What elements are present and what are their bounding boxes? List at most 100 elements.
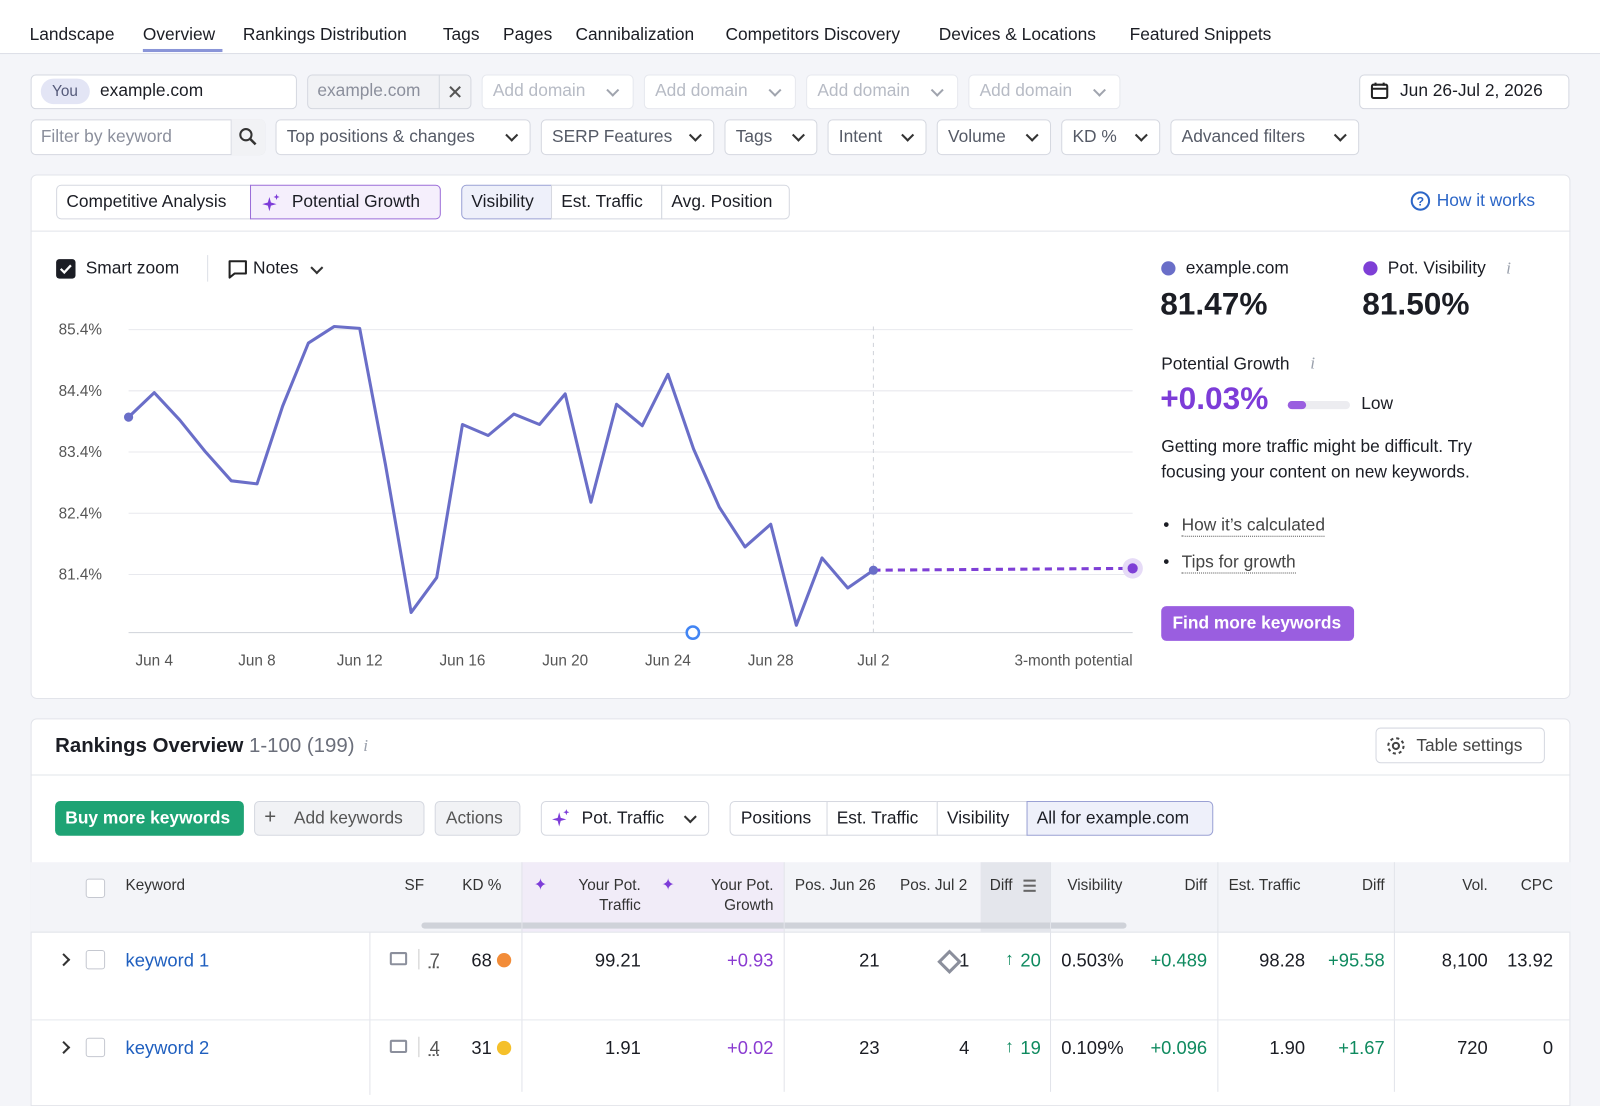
help-link[interactable]: Tips for growth xyxy=(1182,552,1296,573)
mode-tab-text: Potential Growth xyxy=(292,192,420,212)
table-cell: 20 xyxy=(1010,949,1041,971)
rankings-divider xyxy=(31,774,1571,775)
sorted-column-header xyxy=(981,862,1050,931)
how-it-works[interactable]: How it works xyxy=(1437,191,1535,211)
date-range: Jun 26-Jul 2, 2026 xyxy=(1400,81,1543,101)
filter-dropdown-text: KD % xyxy=(1072,127,1116,147)
add-domain-text: Add domain xyxy=(817,81,910,101)
search-icon xyxy=(239,128,257,146)
legend-dot xyxy=(1363,261,1377,275)
table-cell: +0.93 xyxy=(651,949,773,971)
keyword-link[interactable]: keyword 2 xyxy=(126,1037,210,1059)
bullet: • xyxy=(1163,552,1169,572)
remove-divider xyxy=(439,74,440,109)
metric-tab-text: Avg. Position xyxy=(671,192,772,212)
sparkle-icon xyxy=(262,194,280,212)
header-checkbox[interactable] xyxy=(86,879,105,898)
growth-description: Getting more traffic might be difficult.… xyxy=(1161,434,1518,485)
nav-tab[interactable]: Landscape xyxy=(30,24,115,44)
nav-underline xyxy=(143,49,223,52)
rankings-title: Rankings Overview xyxy=(55,735,243,757)
view-tab-text: Est. Traffic xyxy=(837,808,919,828)
mode-tab-text: Competitive Analysis xyxy=(66,192,226,212)
table-cell: 0 xyxy=(1431,1037,1553,1059)
add-domain-text: Add domain xyxy=(980,81,1073,101)
nav-tab[interactable]: Cannibalization xyxy=(576,24,695,44)
column-header[interactable]: Pos. Jul 2 xyxy=(900,876,967,896)
column-header[interactable]: Pos. Jun 26 xyxy=(795,876,876,896)
column-header[interactable]: Diff xyxy=(1085,876,1207,896)
domain: example.com xyxy=(100,81,203,101)
sparkle-icon: ✦ xyxy=(534,876,548,896)
metric-tab-text: Visibility xyxy=(471,192,533,212)
table-cell: 99.21 xyxy=(518,949,640,971)
sort-icon xyxy=(1023,880,1035,882)
table-settings-text: Table settings xyxy=(1416,736,1522,756)
notes-button[interactable]: Notes xyxy=(253,258,298,278)
remove-icon[interactable] xyxy=(448,85,462,99)
row-divider xyxy=(31,1019,1571,1020)
table-cell: 19 xyxy=(1010,1037,1041,1059)
actions-text: Actions xyxy=(446,808,503,828)
pot-traffic-text: Pot. Traffic xyxy=(582,808,665,828)
filter-dropdown-text: Advanced filters xyxy=(1182,127,1305,147)
column-header[interactable]: SF xyxy=(353,876,475,896)
legend-entry: Pot. Visibility xyxy=(1388,258,1486,278)
legend-dot xyxy=(1161,261,1175,275)
table-cell: 13.92 xyxy=(1431,949,1553,971)
table-cell: 68 xyxy=(369,949,491,971)
filter-dropdown-text: Tags xyxy=(736,127,773,147)
screen: You example.com example.com Jun 26-Jul 2… xyxy=(0,0,1600,1092)
filter-dropdown-text: Top positions & changes xyxy=(287,127,475,147)
table-cell: 4 xyxy=(847,1037,969,1059)
sparkle-icon xyxy=(552,809,570,827)
svg-text:?: ? xyxy=(1417,195,1424,209)
nav-tab[interactable]: Competitors Discovery xyxy=(726,24,900,44)
column-header[interactable]: Your Pot. Growth xyxy=(677,876,774,917)
rankings-range: 1-100 (199) xyxy=(249,735,355,757)
keyword-link[interactable]: keyword 1 xyxy=(126,949,210,971)
you-badge-text: You xyxy=(52,82,78,102)
table-cell: 1.91 xyxy=(518,1037,640,1059)
growth-value: +0.03% xyxy=(1160,381,1268,418)
column-divider xyxy=(1050,862,1051,1092)
summary-value: 81.47% xyxy=(1160,286,1267,323)
buy-keywords-text: Buy more keywords xyxy=(65,808,230,828)
smart-zoom-label: Smart zoom xyxy=(86,258,180,278)
help-link[interactable]: How it’s calculated xyxy=(1182,515,1325,536)
column-header[interactable]: CPC xyxy=(1431,876,1553,896)
scrollbar xyxy=(421,922,1126,928)
nav-tab[interactable]: Featured Snippets xyxy=(1130,24,1272,44)
metric-tab-text: Est. Traffic xyxy=(561,192,643,212)
growth-label: Potential Growth xyxy=(1161,354,1289,374)
legend-entry: example.com xyxy=(1186,258,1289,278)
row-checkbox[interactable] xyxy=(86,1038,105,1057)
nav-tab[interactable]: Overview xyxy=(143,24,215,44)
column-header[interactable]: KD % xyxy=(462,876,501,896)
growth-meter-fill xyxy=(1288,401,1306,409)
nav-tab[interactable]: Rankings Distribution xyxy=(243,24,407,44)
info-icon: i xyxy=(363,736,368,756)
add-domain-text: Add domain xyxy=(493,81,586,101)
nav-tab[interactable]: Devices & Locations xyxy=(939,24,1096,44)
view-tab-text: Visibility xyxy=(947,808,1009,828)
sparkle-icon: ✦ xyxy=(661,876,675,896)
column-header[interactable]: Keyword xyxy=(126,876,186,896)
row-checkbox[interactable] xyxy=(86,950,105,969)
column-header[interactable]: Your Pot. Traffic xyxy=(549,876,641,917)
plus-icon: + xyxy=(264,807,276,827)
keyword-filter-placeholder: Filter by keyword xyxy=(41,127,172,147)
nav-tab[interactable]: Tags xyxy=(443,24,480,44)
calendar-icon xyxy=(1370,82,1388,100)
filter-dropdown-text: Volume xyxy=(948,127,1006,147)
column-header[interactable]: Diff xyxy=(990,876,1013,896)
info-icon: i xyxy=(1506,258,1511,278)
help-icon: ? xyxy=(1410,191,1430,211)
nav-tab[interactable]: Pages xyxy=(503,24,552,44)
filter-dropdown-text: Intent xyxy=(839,127,882,147)
filter-dropdown-text: SERP Features xyxy=(552,127,672,147)
add-domain-text: Add domain xyxy=(655,81,748,101)
table-cell: 1 xyxy=(847,949,969,971)
view-tab-text: All for example.com xyxy=(1037,808,1189,828)
view-tab-text: Positions xyxy=(741,808,811,828)
